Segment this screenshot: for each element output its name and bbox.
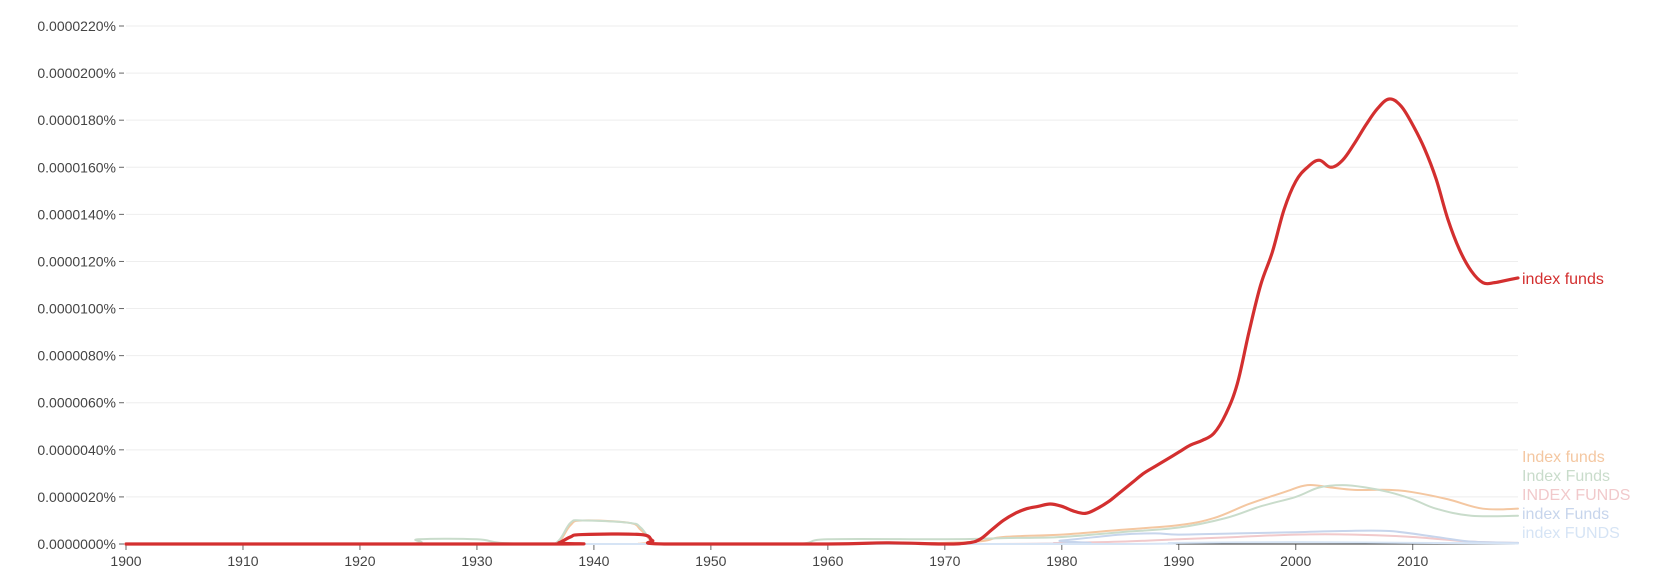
gridlines (126, 25, 1518, 498)
x-tick-label: 1940 (578, 553, 609, 569)
series-label-Index-funds[interactable]: Index funds (1522, 449, 1605, 466)
x-tick-label: 2000 (1280, 553, 1311, 569)
series-label-index-funds[interactable]: index funds (1522, 271, 1604, 288)
y-tick-label: 0.0000040% (37, 442, 116, 458)
series-label-index-FUNDS[interactable]: index FUNDS (1522, 525, 1620, 542)
series-label-INDEX-FUNDS[interactable]: INDEX FUNDS (1522, 487, 1630, 504)
y-tick-label: 0.0000200% (37, 65, 116, 81)
x-tick-label: 2010 (1397, 553, 1428, 569)
series-lines (124, 97, 1520, 546)
x-tick-label: 1930 (461, 553, 492, 569)
y-tick-label: 0.0000080% (37, 348, 116, 364)
series-label-Index-Funds[interactable]: Index Funds (1522, 468, 1610, 485)
y-tick-label: 0.0000020% (37, 489, 116, 505)
x-tick-label: 1960 (812, 553, 843, 569)
x-tick-label: 1900 (110, 553, 141, 569)
x-tick-label: 1920 (344, 553, 375, 569)
series-labels: index funds Index funds Index Funds INDEX F… (1522, 271, 1630, 542)
x-tick-label: 1910 (227, 553, 258, 569)
y-tick-label: 0.0000180% (37, 112, 116, 128)
y-tick-label: 0.0000120% (37, 253, 116, 269)
y-tick-label: 0.0000060% (37, 395, 116, 411)
series-line-Index-funds[interactable] (125, 483, 1519, 546)
x-tick-label: 1990 (1163, 553, 1194, 569)
x-tick-label: 1980 (1046, 553, 1077, 569)
y-tick-label: 0.0000140% (37, 206, 116, 222)
y-tick-label: 0.0000000% (37, 536, 116, 552)
y-axis: 0.0000000% 0.0000020% 0.0000040% 0.0000060%… (37, 18, 124, 552)
y-tick-label: 0.0000100% (37, 301, 116, 317)
x-tick-label: 1970 (929, 553, 960, 569)
series-line-index-funds[interactable] (124, 97, 1520, 546)
y-tick-label: 0.0000220% (37, 18, 116, 34)
y-tick-label: 0.0000160% (37, 159, 116, 175)
x-axis: 1900 1910 1920 1930 1940 1950 1960 1970 1980 1990… (110, 544, 1429, 569)
series-label-index-Funds[interactable]: index Funds (1522, 506, 1609, 523)
x-tick-label: 1950 (695, 553, 726, 569)
